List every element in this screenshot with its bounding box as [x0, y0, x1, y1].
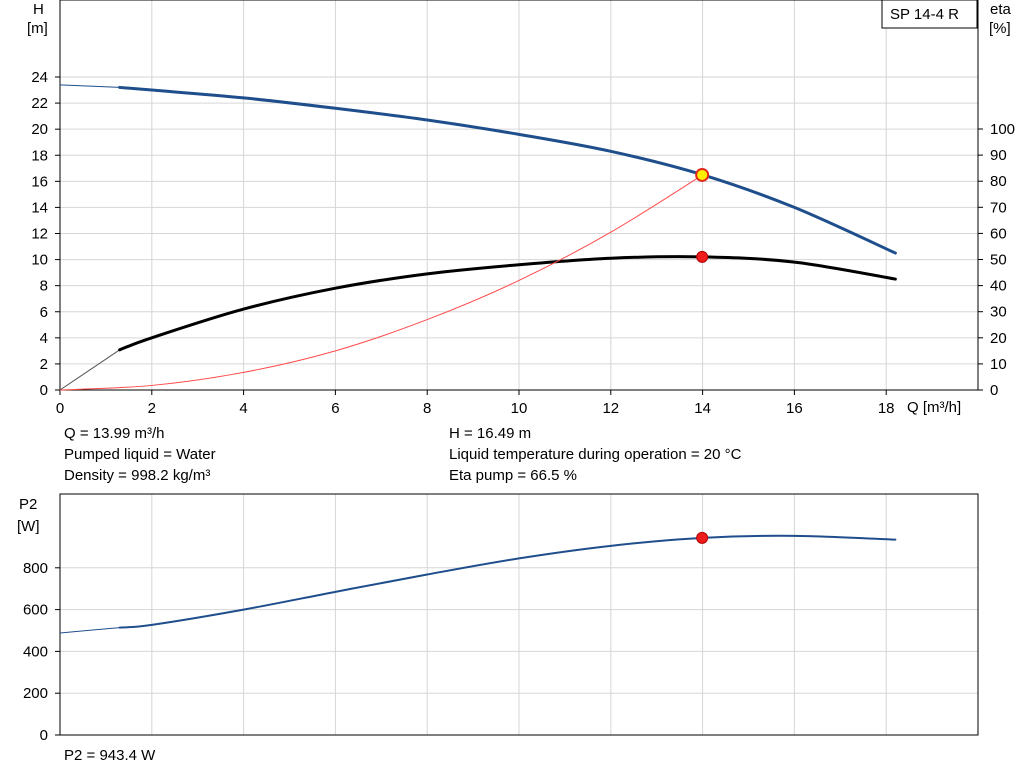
h-tick-label: 24 [31, 69, 48, 86]
p2-axis-unit: [W] [17, 518, 40, 535]
p2-tick-label: 600 [23, 602, 48, 619]
x-tick-label: 18 [878, 400, 895, 417]
x-tick-label: 2 [148, 400, 156, 417]
eta-tick-label: 0 [990, 382, 998, 399]
h-tick-label: 16 [31, 173, 48, 190]
eta-tick-label: 20 [990, 330, 1007, 347]
top-chart-grid [60, 0, 978, 390]
top-chart-ticks: 0 2 4 6 8 10 12 14 16 180246810121416182022240102… [31, 69, 1015, 417]
top-operating-points [695, 167, 710, 263]
eta-axis-label: eta [990, 1, 1012, 18]
bottom-chart-series [59, 534, 897, 634]
eta-operating-point [696, 250, 709, 263]
system-curve [59, 174, 703, 391]
eta-tick-label: 30 [990, 304, 1007, 321]
x-tick-label: 12 [602, 400, 619, 417]
eta-tick-label: 100 [990, 121, 1015, 138]
chart-title-box [881, 0, 978, 29]
eta-tick-label: 70 [990, 199, 1007, 216]
bottom-operating-points [696, 531, 709, 544]
h-curve-extrapolated [59, 84, 120, 88]
h-axis-label: H [33, 1, 44, 18]
eta-tick-label: 40 [990, 278, 1007, 295]
top-chart-series [59, 84, 897, 391]
eta-tick-label: 10 [990, 356, 1007, 373]
eta-curve-extrapolated [59, 349, 120, 391]
h-curve [118, 85, 897, 255]
q-axis-label: Q [m³/h] [907, 399, 961, 416]
x-tick-label: 4 [239, 400, 247, 417]
h-tick-label: 0 [40, 382, 48, 399]
x-tick-label: 0 [56, 400, 64, 417]
h-tick-label: 10 [31, 252, 48, 269]
p2-curve-extrapolated [59, 627, 120, 634]
info-eta-pump: Eta pump = 66.5 % [449, 467, 577, 484]
h-axis-unit: [m] [27, 20, 48, 37]
eta-curve [118, 255, 897, 352]
info-h: H = 16.49 m [449, 425, 532, 442]
p2-tick-label: 200 [23, 685, 48, 702]
eta-tick-label: 60 [990, 225, 1007, 242]
h-tick-label: 2 [40, 356, 48, 373]
h-tick-label: 20 [31, 121, 48, 138]
h-tick-label: 22 [31, 95, 48, 112]
h-tick-label: 8 [40, 278, 48, 295]
chart-title: SP 14-4 R [890, 6, 959, 23]
p2-operating-point [696, 531, 709, 544]
x-tick-label: 8 [423, 400, 431, 417]
eta-axis-unit: [%] [989, 20, 1011, 37]
h-tick-label: 12 [31, 226, 48, 243]
p2-curve [118, 534, 897, 629]
info-density: Density = 998.2 kg/m³ [64, 467, 211, 484]
h-operating-point [695, 167, 710, 182]
h-tick-label: 4 [40, 330, 48, 347]
x-tick-label: 6 [331, 400, 339, 417]
bottom-chart-ticks: 0 200 400 600 800 [23, 560, 60, 744]
eta-tick-label: 80 [990, 173, 1007, 190]
info-liquid-temp: Liquid temperature during operation = 20… [449, 446, 742, 463]
h-tick-label: 18 [31, 147, 48, 164]
p2-tick-label: 800 [23, 560, 48, 577]
eta-tick-label: 50 [990, 252, 1007, 269]
p2-tick-label: 0 [40, 727, 48, 744]
x-tick-label: 10 [511, 400, 528, 417]
bottom-plot-frame [59, 493, 979, 736]
info-q: Q = 13.99 m³/h [64, 425, 165, 442]
h-tick-label: 6 [40, 304, 48, 321]
eta-tick-label: 90 [990, 147, 1007, 164]
info-pumped-liquid: Pumped liquid = Water [64, 446, 216, 463]
x-tick-label: 16 [786, 400, 803, 417]
bottom-chart-grid [60, 494, 978, 735]
x-tick-label: 14 [694, 400, 711, 417]
p2-tick-label: 400 [23, 643, 48, 660]
p2-axis-label: P2 [19, 496, 37, 513]
info-p2: P2 = 943.4 W [64, 747, 156, 764]
h-tick-label: 14 [31, 199, 48, 216]
